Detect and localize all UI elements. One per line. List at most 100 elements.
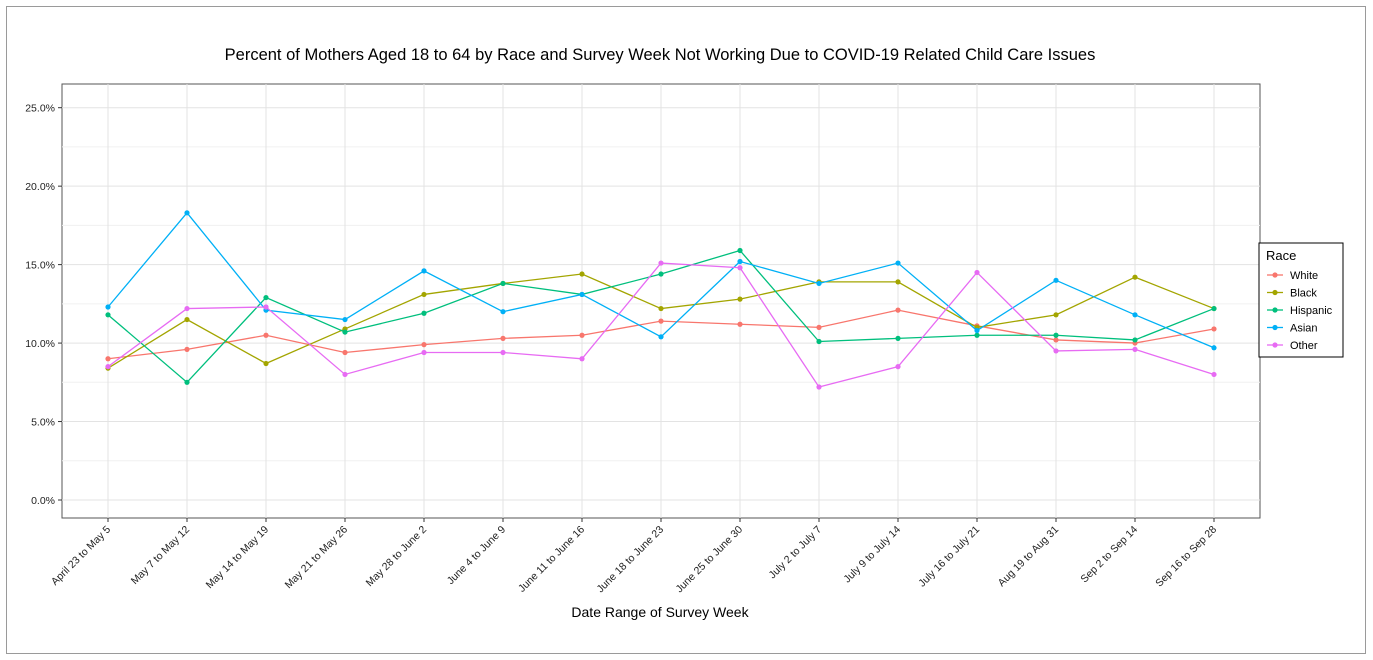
data-point — [658, 305, 664, 312]
x-tick-label: May 14 to May 19 — [204, 524, 272, 592]
x-tick-label: June 18 to June 23 — [594, 524, 666, 596]
legend-key-point — [1272, 342, 1278, 348]
legend-key-point — [1272, 307, 1278, 313]
data-point — [1132, 346, 1138, 352]
gridlines — [62, 84, 1260, 518]
data-point — [263, 360, 269, 367]
data-point — [342, 349, 348, 356]
legend-key-point — [1272, 324, 1278, 331]
legend-box — [1258, 242, 1344, 358]
data-point — [1053, 277, 1059, 283]
x-tick-label: July 9 to July 14 — [841, 524, 903, 586]
legend-items: White Black Hispanic Asian Other — [1267, 270, 1333, 352]
legend-title: Race — [1266, 248, 1296, 263]
data-point — [263, 332, 269, 338]
data-point — [1132, 312, 1138, 318]
data-point — [737, 321, 743, 327]
data-point — [579, 356, 585, 362]
data-point — [658, 271, 664, 277]
y-axis: 0.0% 5.0% 10.0% 15.0% 20.0% 25.0% — [25, 103, 62, 507]
data-point — [658, 334, 664, 340]
data-point — [184, 210, 190, 216]
data-point — [342, 371, 348, 378]
x-axis: April 23 to May 5 May 7 to May 12 May 14 t… — [49, 518, 1219, 595]
data-point — [816, 338, 822, 345]
data-point — [105, 304, 111, 310]
data-point — [974, 332, 980, 338]
y-tick-label: 20.0% — [25, 181, 55, 193]
data-point — [1053, 348, 1059, 354]
x-tick-label: July 2 to July 7 — [767, 524, 825, 582]
x-tick-label: July 16 to July 21 — [916, 524, 982, 590]
x-tick-label: June 25 to June 30 — [673, 524, 745, 596]
series-lines — [105, 210, 1217, 390]
data-point — [263, 294, 269, 301]
data-point — [1211, 345, 1217, 351]
data-point — [105, 312, 111, 318]
x-tick-label: April 23 to May 5 — [49, 524, 113, 588]
x-tick-label: May 7 to May 12 — [129, 524, 192, 587]
data-point — [184, 316, 190, 323]
legend: Race White Black Hispanic Asian Other — [1258, 242, 1344, 358]
data-point — [184, 346, 190, 352]
data-point — [895, 279, 901, 285]
data-point — [500, 309, 506, 315]
data-point — [421, 349, 427, 356]
data-point — [1211, 371, 1217, 378]
x-axis-title: Date Range of Survey Week — [571, 604, 749, 620]
data-point — [421, 342, 427, 348]
data-point — [579, 271, 585, 277]
chart-frame — [6, 6, 1366, 654]
data-point — [895, 335, 901, 341]
data-point — [658, 318, 664, 324]
data-point — [1053, 312, 1059, 318]
data-point — [658, 260, 664, 266]
data-point — [421, 291, 427, 298]
legend-key-point — [1272, 272, 1278, 278]
data-point — [974, 327, 980, 334]
data-point — [1211, 326, 1217, 332]
data-point — [500, 349, 506, 356]
data-point — [816, 280, 822, 287]
data-point — [816, 324, 822, 330]
data-point — [421, 310, 427, 316]
chart-title: Percent of Mothers Aged 18 to 64 by Race… — [225, 46, 1096, 64]
data-point — [974, 269, 980, 276]
data-point — [579, 291, 585, 298]
data-point — [1132, 274, 1138, 280]
data-point — [579, 332, 585, 338]
series-asian — [105, 210, 1217, 351]
data-point — [500, 335, 506, 341]
data-point — [421, 268, 427, 274]
data-point — [184, 305, 190, 312]
y-tick-label: 25.0% — [25, 103, 55, 115]
legend-label-white: White — [1290, 270, 1318, 282]
series-other — [105, 260, 1217, 390]
data-point — [895, 307, 901, 313]
legend-label-other: Other — [1290, 340, 1318, 352]
data-point — [1132, 337, 1138, 343]
legend-key-point — [1272, 289, 1278, 296]
y-tick-label: 5.0% — [31, 417, 55, 429]
y-tick-label: 10.0% — [25, 338, 55, 350]
data-point — [342, 316, 348, 323]
x-tick-label: Sep 2 to Sep 14 — [1078, 524, 1140, 586]
x-tick-label: June 4 to June 9 — [445, 524, 509, 588]
data-point — [500, 280, 506, 287]
data-point — [1211, 305, 1217, 312]
data-point — [895, 364, 901, 370]
legend-label-asian: Asian — [1290, 323, 1318, 335]
data-point — [263, 304, 269, 310]
data-point — [895, 260, 901, 266]
x-tick-label: May 28 to June 2 — [364, 524, 430, 590]
data-point — [737, 258, 743, 265]
data-point — [342, 329, 348, 335]
legend-label-black: Black — [1290, 288, 1317, 300]
y-tick-label: 0.0% — [31, 495, 55, 507]
data-point — [1053, 332, 1059, 338]
data-point — [105, 356, 111, 362]
x-tick-label: May 21 to May 26 — [283, 524, 351, 592]
x-tick-label: Aug 19 to Aug 31 — [996, 524, 1062, 590]
data-point — [816, 384, 822, 390]
